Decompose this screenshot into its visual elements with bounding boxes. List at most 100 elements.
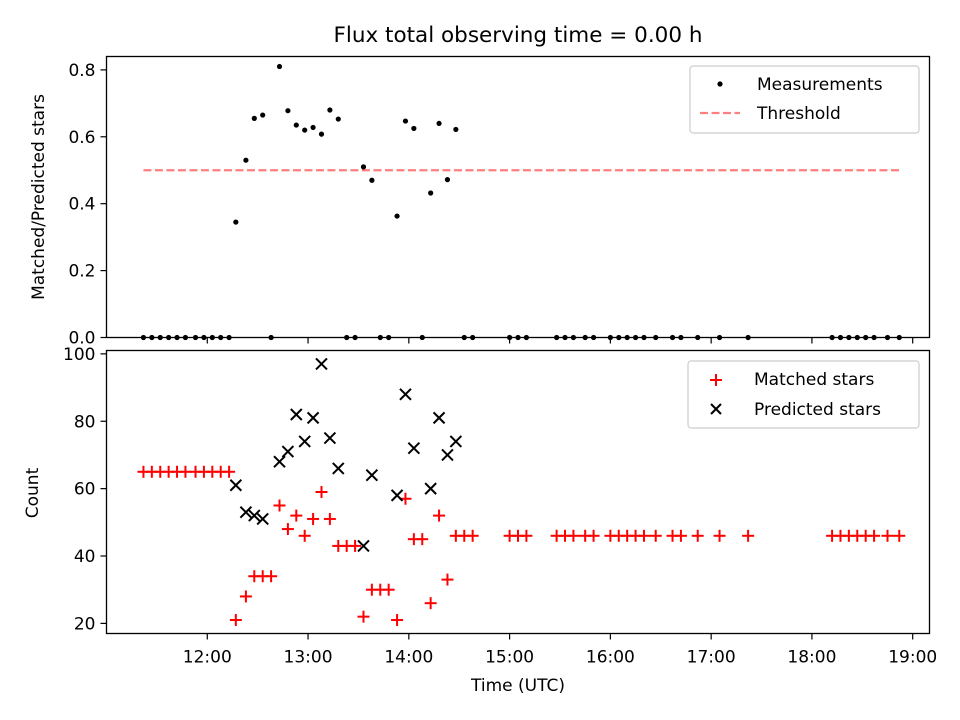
matched-star-point (179, 465, 192, 478)
bottom-y-axis-label: Count (23, 467, 43, 518)
matched-star-point (229, 614, 242, 627)
measurement-point (302, 127, 308, 133)
measurement-point (394, 213, 400, 219)
matched-star-point (520, 529, 533, 542)
top-axes-frame (105, 55, 931, 339)
top-x-tick-marks (206, 337, 914, 344)
matched-star-point (881, 529, 894, 542)
top-legend-frame (689, 65, 920, 134)
top-panel: 0.00.20.40.60.8 Matched/Predicted stars … (29, 55, 931, 349)
measurement-point (411, 125, 417, 132)
matched-star-point (587, 529, 600, 542)
measurement-point (327, 107, 333, 113)
measurement-point (243, 157, 249, 163)
bottom-plot-area (137, 357, 906, 627)
predicted-star-point (229, 479, 243, 492)
predicted-star-point (365, 468, 379, 482)
bottom-y-tick-label: 100 (63, 345, 95, 365)
predicted-star-point (248, 509, 261, 522)
bottom-legend-frame (687, 360, 920, 429)
top-y-axis-label: Matched/Predicted stars (29, 94, 49, 300)
matched-star-point (713, 529, 726, 542)
bottom-y-tick-label: 40 (74, 547, 96, 567)
measurement-point (293, 122, 299, 128)
predicted-star-point (273, 455, 286, 468)
measurement-point (260, 112, 266, 118)
predicted-star-point (323, 431, 337, 445)
matched-star-point (357, 610, 370, 623)
bottom-axes-frame (105, 349, 931, 635)
matched-star-point (323, 512, 336, 525)
matched-star-point (416, 533, 429, 546)
predicted-star-point (424, 482, 437, 495)
x-tick-label: 18:00 (787, 648, 836, 668)
matched-star-point (649, 529, 662, 542)
predicted-star-point (315, 357, 328, 371)
measurement-point (285, 108, 291, 114)
matched-star-point (265, 570, 278, 583)
chart-title: Flux total observing time = 0.00 h (334, 23, 703, 48)
predicted-star-point (290, 408, 303, 421)
top-y-tick-label: 0.8 (68, 61, 95, 81)
x-tick-label: 16:00 (586, 648, 635, 668)
measurement-point (251, 115, 257, 121)
measurement-point (310, 124, 316, 131)
bottom-legend: Matched stars Predicted stars (687, 360, 920, 429)
legend-matched-marker (710, 374, 722, 386)
bottom-y-axis: 20 40 60 80 100 (63, 345, 107, 634)
legend-matched-label: Matched stars (754, 370, 874, 390)
top-y-axis: 0.0 0.2 0.4 0.6 0.8 (68, 61, 107, 349)
x-tick-label: 14:00 (384, 648, 433, 668)
bottom-y-tick-label: 60 (74, 480, 96, 500)
matched-star-point (441, 573, 454, 586)
top-legend: Measurements Threshold (689, 65, 920, 134)
bottom-x-axis: 12:00 13:00 14:00 15:00 16:00 17:00 18:00 19:00 (183, 633, 937, 668)
measurement-point (360, 164, 367, 170)
measurement-point (369, 177, 375, 183)
x-tick-label: 13:00 (284, 648, 333, 668)
matched-star-point (349, 539, 362, 552)
top-y-tick-label: 0.4 (68, 195, 95, 215)
measurement-point (318, 131, 325, 137)
measurement-point (276, 63, 283, 70)
legend-predicted-marker (710, 403, 722, 415)
legend-measurements-marker (717, 81, 723, 87)
predicted-star-point (390, 489, 404, 502)
predicted-star-point (357, 539, 370, 553)
top-y-tick-label: 0.6 (68, 128, 95, 148)
predicted-star-point (281, 445, 295, 458)
measurement-point (428, 190, 434, 196)
predicted-star-point (332, 462, 345, 475)
legend-predicted-label: Predicted stars (754, 400, 881, 420)
predicted-star-point (449, 435, 463, 448)
predicted-star-point (298, 435, 311, 448)
predicted-star-point (256, 512, 269, 526)
matched-star-point (567, 529, 580, 542)
measurement-point (436, 120, 442, 127)
measurement-point (335, 116, 341, 122)
matched-star-point (424, 597, 437, 610)
bottom-y-tick-label: 80 (74, 412, 96, 432)
legend-threshold-label: Threshold (756, 104, 841, 124)
top-y-tick-label: 0.0 (68, 329, 95, 349)
x-tick-label: 15:00 (485, 648, 534, 668)
matched-star-point (281, 523, 294, 536)
predicted-star-point (432, 411, 446, 425)
measurement-point (233, 219, 239, 225)
matched-star-point (273, 499, 286, 512)
top-y-tick-label: 0.2 (68, 262, 95, 282)
matched-star-point (433, 509, 446, 522)
measurement-point (444, 177, 451, 183)
matched-star-point (223, 465, 236, 478)
matched-star-point (382, 583, 395, 596)
predicted-star-point (239, 506, 253, 519)
predicted-star-point (441, 448, 454, 462)
matched-star-point (298, 529, 311, 542)
matched-star-point (674, 529, 687, 542)
predicted-star-point (306, 411, 320, 425)
matched-star-point (637, 529, 650, 542)
bottom-panel: 20 40 60 80 100 12:00 13:00 14:00 15:00 16:00 17:… (23, 345, 937, 696)
predicted-star-point (407, 441, 421, 455)
legend-measurements-label: Measurements (757, 75, 883, 95)
